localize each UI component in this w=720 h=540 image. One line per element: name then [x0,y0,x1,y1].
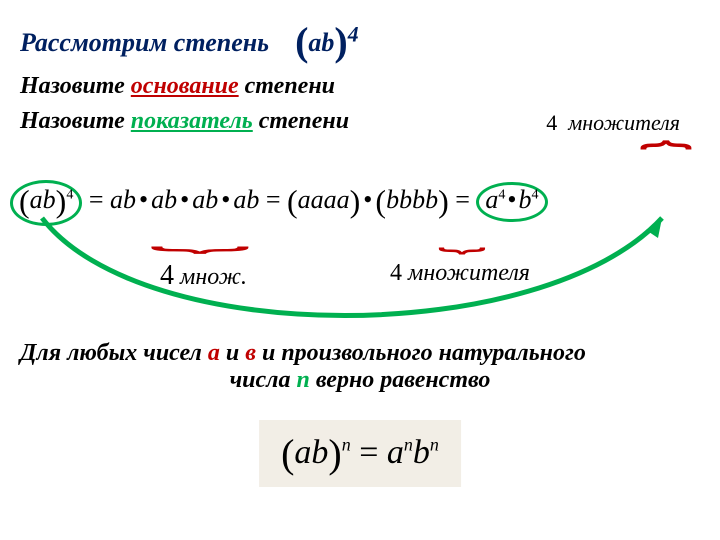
q1-highlight: основание [131,73,239,99]
q2-highlight: показатель [131,108,253,134]
under-brace-2-icon: ⏟ [438,215,486,253]
rhs-circled: a4•b4 [476,182,547,222]
title-base: ab [308,28,334,57]
question-base: Назовите основание степени [20,73,700,100]
title-line: Рассмотрим степень (ab)4 [20,18,700,65]
under-brace-1-icon: ⏟ [150,215,251,253]
title-prefix: Рассмотрим степень [20,28,269,57]
theorem-text: Для любых чисел а и в и произвольного на… [20,340,700,394]
title-exp: 4 [348,22,359,46]
formula-box: (ab)n = anbn [259,420,461,487]
equation-row: (ab)4 = ab•ab•ab•ab = (aaaa)•(bbbb) = a4… [10,180,710,226]
under-note-2: 4 множителя [390,260,530,287]
under-note-1: 4 множ. [160,260,247,292]
top-factor-note: 4 множителя [546,110,680,136]
arc-arrow-icon [22,208,682,328]
lhs-circled: (ab)4 [10,180,82,226]
